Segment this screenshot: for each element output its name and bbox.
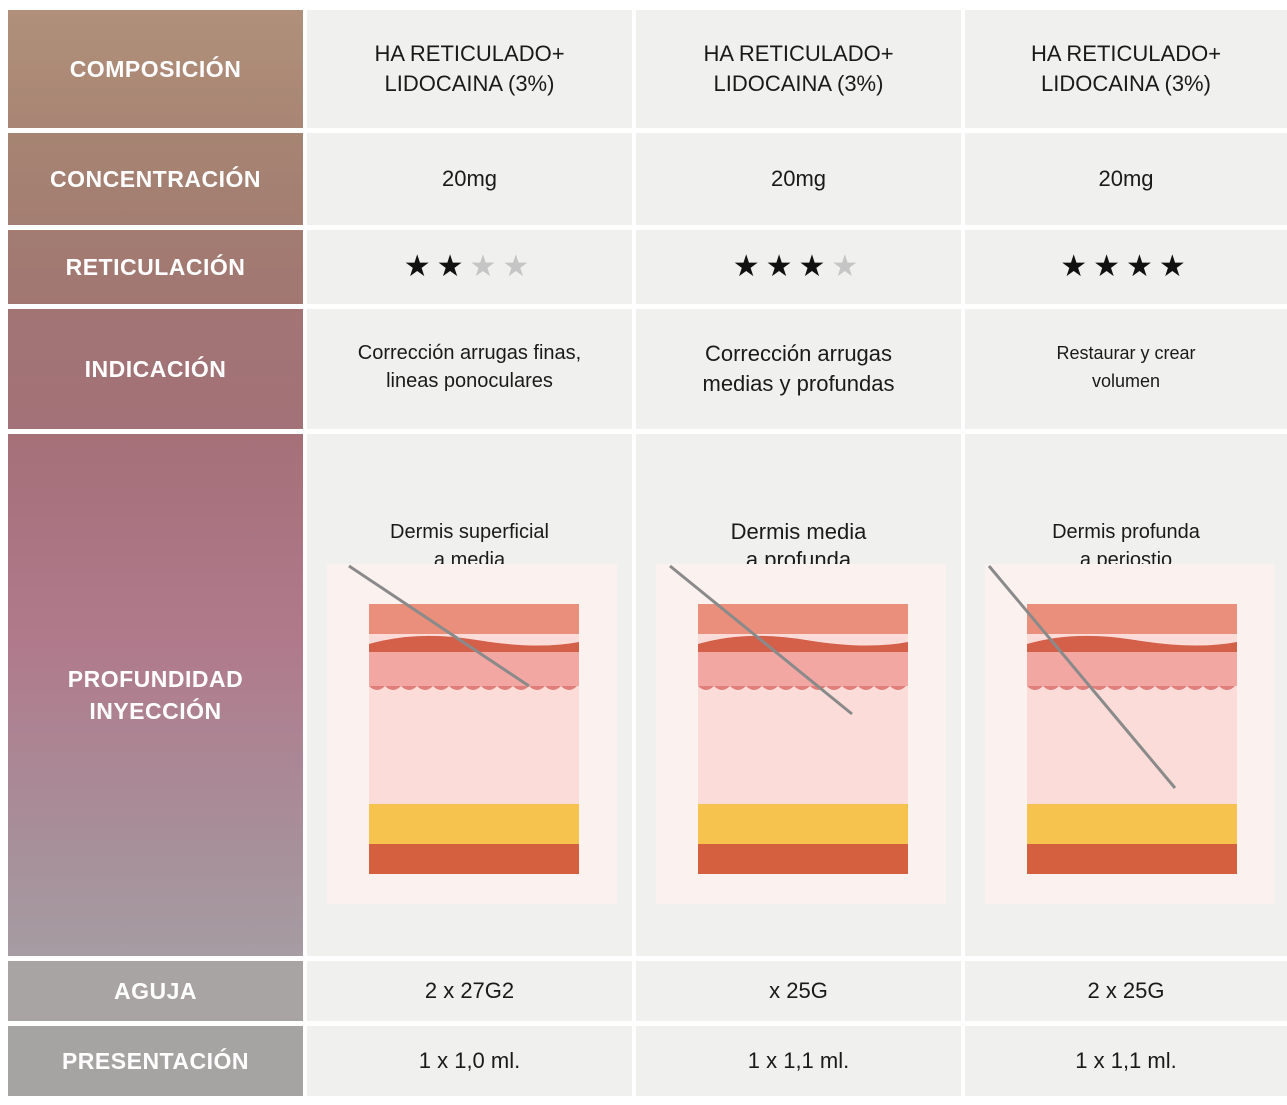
- star-filled-icon: ★: [1093, 250, 1126, 283]
- aguja-cell-2: x 25G: [636, 961, 961, 1021]
- indicacion-cell-3: Restaurar y crear volumen: [965, 309, 1287, 429]
- aguja-cell-3: 2 x 25G: [965, 961, 1287, 1021]
- star-filled-icon: ★: [732, 250, 766, 283]
- composicion-cell-3: HA RETICULADO+ LIDOCAINA (3%): [965, 10, 1287, 128]
- star-empty-icon: ★: [502, 250, 536, 283]
- row-header-aguja: AGUJA: [8, 961, 303, 1021]
- star-filled-icon: ★: [798, 250, 832, 283]
- skin-layers-needle-icon: [656, 564, 946, 904]
- presentacion-cell-2: 1 x 1,1 ml.: [636, 1026, 961, 1096]
- profundidad-cell-2: Dermis media a profunda: [636, 434, 961, 956]
- star-rating: ★★★★: [404, 252, 536, 282]
- row-header-presentacion: PRESENTACIÓN: [8, 1026, 303, 1096]
- star-filled-icon: ★: [403, 250, 437, 283]
- concentracion-cell-1: 20mg: [307, 133, 632, 225]
- star-rating: ★★★★: [1060, 252, 1192, 282]
- star-filled-icon: ★: [765, 250, 799, 283]
- star-filled-icon: ★: [1158, 250, 1192, 283]
- star-filled-icon: ★: [1060, 250, 1094, 283]
- row-header-profundidad: PROFUNDIDAD INYECCIÓN: [8, 434, 303, 956]
- presentacion-cell-1: 1 x 1,0 ml.: [307, 1026, 632, 1096]
- composicion-cell-2: HA RETICULADO+ LIDOCAINA (3%): [636, 10, 961, 128]
- star-filled-icon: ★: [436, 250, 470, 283]
- skin-layers-needle-icon: [985, 564, 1275, 904]
- concentracion-cell-3: 20mg: [965, 133, 1287, 225]
- presentacion-cell-3: 1 x 1,1 ml.: [965, 1026, 1287, 1096]
- composicion-cell-1: HA RETICULADO+ LIDOCAINA (3%): [307, 10, 632, 128]
- row-header-reticulacion: RETICULACIÓN: [8, 230, 303, 304]
- star-filled-icon: ★: [1126, 250, 1159, 283]
- star-empty-icon: ★: [831, 250, 865, 283]
- reticulacion-cell-3: ★★★★: [965, 230, 1287, 304]
- row-header-concentracion: CONCENTRACIÓN: [8, 133, 303, 225]
- profundidad-cell-1: Dermis superficial a media: [307, 434, 632, 956]
- star-rating: ★★★★: [733, 252, 865, 282]
- row-header-indicacion: INDICACIÓN: [8, 309, 303, 429]
- skin-layers-needle-icon: [327, 564, 617, 904]
- indicacion-cell-2: Corrección arrugas medias y profundas: [636, 309, 961, 429]
- comparison-table: COMPOSICIÓN HA RETICULADO+ LIDOCAINA (3%)…: [8, 10, 1287, 1105]
- reticulacion-cell-1: ★★★★: [307, 230, 632, 304]
- aguja-cell-1: 2 x 27G2: [307, 961, 632, 1021]
- reticulacion-cell-2: ★★★★: [636, 230, 961, 304]
- indicacion-cell-1: Corrección arrugas finas, lineas ponocula…: [307, 309, 632, 429]
- row-header-composicion: COMPOSICIÓN: [8, 10, 303, 128]
- star-empty-icon: ★: [469, 250, 503, 283]
- profundidad-cell-3: Dermis profunda a periostio: [965, 434, 1287, 956]
- concentracion-cell-2: 20mg: [636, 133, 961, 225]
